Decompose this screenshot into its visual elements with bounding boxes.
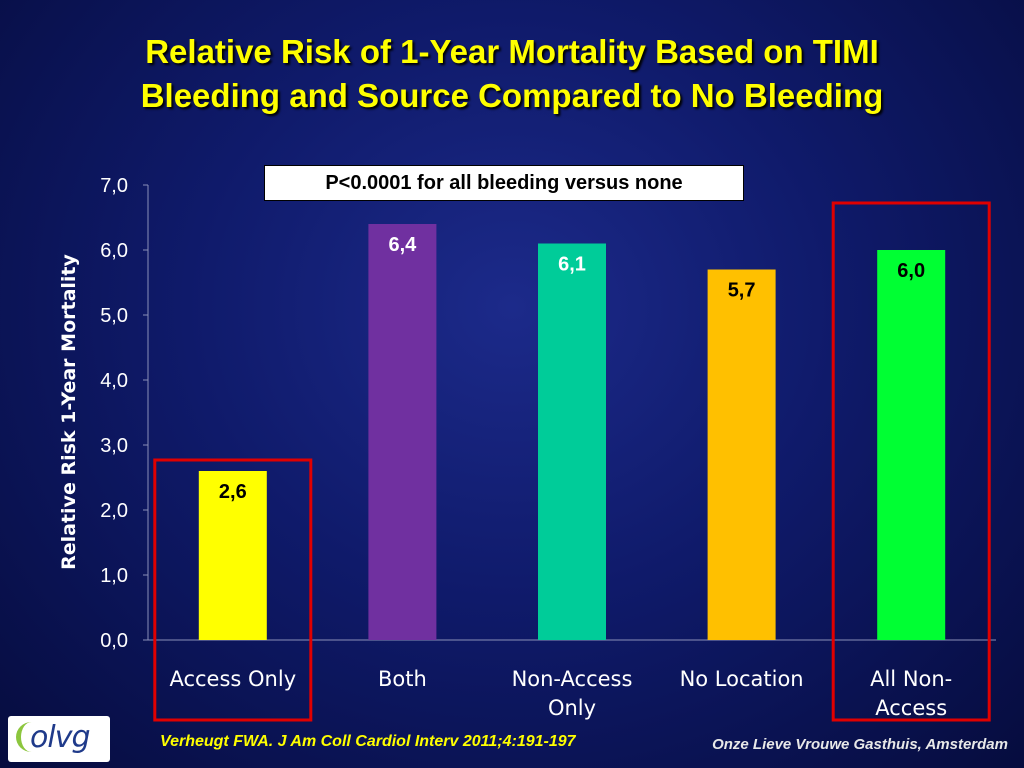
olvg-logo: olvg bbox=[8, 716, 110, 762]
bar bbox=[707, 269, 776, 640]
bar bbox=[198, 471, 267, 640]
bar-value-label: 6,1 bbox=[558, 254, 586, 276]
bar bbox=[368, 224, 437, 640]
bar-value-label: 6,0 bbox=[897, 260, 925, 282]
x-tick-label: Both bbox=[378, 667, 427, 691]
x-tick-label: All Non- bbox=[870, 667, 952, 691]
bar-value-label: 5,7 bbox=[728, 280, 756, 302]
y-tick-label: 2,0 bbox=[100, 500, 128, 522]
x-tick-label: Non-Access bbox=[512, 667, 633, 691]
x-tick-label: No Location bbox=[680, 667, 804, 691]
title-line-1: Relative Risk of 1-Year Mortality Based … bbox=[145, 33, 879, 70]
bar-value-label: 2,6 bbox=[219, 481, 247, 503]
bar bbox=[538, 243, 606, 640]
y-tick-label: 3,0 bbox=[100, 435, 128, 457]
p-value-annotation: P<0.0001 for all bleeding versus none bbox=[264, 165, 744, 201]
y-tick-label: 1,0 bbox=[100, 565, 128, 587]
y-tick-label: 4,0 bbox=[100, 370, 128, 392]
title-line-2: Bleeding and Source Compared to No Bleed… bbox=[140, 77, 884, 114]
y-tick-label: 5,0 bbox=[100, 305, 128, 327]
y-tick-label: 7,0 bbox=[100, 175, 128, 197]
x-tick-label: Only bbox=[548, 696, 596, 720]
highlight-box bbox=[831, 201, 991, 722]
y-axis-label: Relative Risk 1-Year Mortality bbox=[58, 254, 80, 570]
y-tick-label: 0,0 bbox=[100, 630, 128, 652]
bar bbox=[877, 250, 946, 640]
x-tick-label: Access bbox=[875, 696, 947, 720]
citation: Verheugt FWA. J Am Coll Cardiol Interv 2… bbox=[160, 733, 576, 750]
slide-title: Relative Risk of 1-Year Mortality Based … bbox=[0, 30, 1024, 118]
logo-text: olvg bbox=[30, 720, 90, 755]
logo-arc-icon bbox=[16, 722, 47, 752]
bar-value-label: 6,4 bbox=[388, 234, 417, 256]
x-tick-label: Access Only bbox=[169, 667, 296, 691]
y-tick-label: 6,0 bbox=[100, 240, 128, 262]
hospital-name: Onze Lieve Vrouwe Gasthuis, Amsterdam bbox=[712, 736, 1008, 753]
highlight-box bbox=[153, 458, 313, 722]
